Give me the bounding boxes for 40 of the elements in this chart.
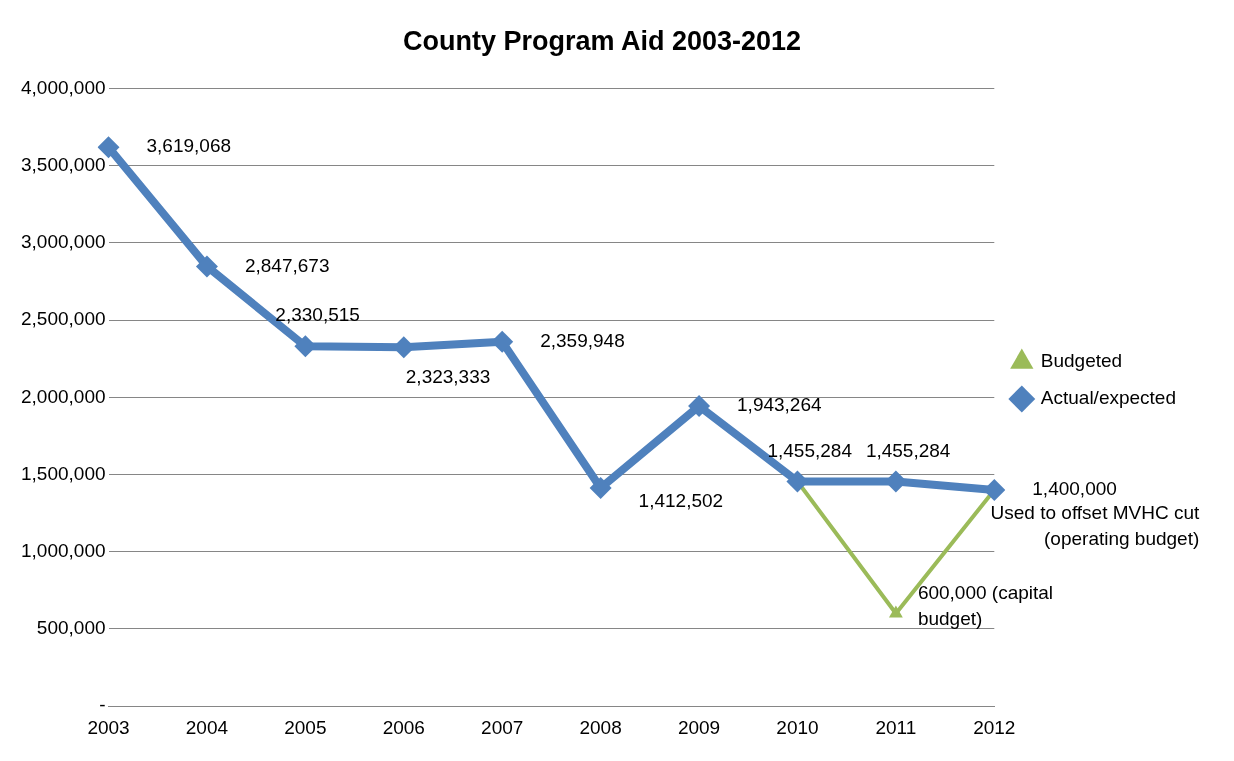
point [491, 330, 514, 353]
x-tick-label: 2004 [185, 716, 229, 738]
point [97, 136, 120, 159]
point [688, 395, 711, 418]
legend-label: Budgeted [1040, 350, 1123, 372]
legend-label: Actual/expected [1040, 387, 1176, 409]
x-tick-label: 2007 [481, 716, 524, 738]
x-tick-label: 2003 [87, 716, 130, 738]
x-tick-label: 2009 [677, 716, 721, 738]
x-tick-label: 2006 [382, 716, 425, 738]
y-tick-label: 2,000,000 [20, 385, 106, 407]
y-tick-label: 1,000,000 [20, 539, 106, 561]
data-label: 2,847,673 [244, 254, 330, 276]
data-label: 2,330,515 [275, 304, 360, 326]
x-tick-label: 2008 [579, 716, 622, 738]
y-tick-label: 3,500,000 [20, 153, 106, 175]
point [589, 477, 612, 500]
data-label: 600,000 (capital budget) [917, 581, 1054, 629]
annotation: Used to offset MVHC cut (operating budget) [990, 502, 1201, 550]
y-tick-label: - [99, 694, 106, 716]
point [195, 255, 218, 278]
data-label: 3,619,068 [146, 135, 232, 157]
x-tick-label: 2005 [284, 716, 327, 738]
chart-title: County Program Aid 2003-2012 [402, 25, 802, 56]
y-tick-label: 500,000 [36, 617, 106, 639]
y-tick-label: 1,500,000 [20, 462, 106, 484]
x-tick-label: 2012 [973, 716, 1016, 738]
data-label: 2,359,948 [540, 329, 625, 351]
point [983, 478, 1006, 501]
x-tick-label: 2011 [875, 716, 917, 738]
data-label: 2,323,333 [405, 365, 491, 387]
y-tick-label: 3,000,000 [20, 231, 106, 253]
y-tick-label: 4,000,000 [20, 76, 106, 98]
data-label: 1,412,502 [638, 490, 724, 512]
y-tick-label: 2,500,000 [20, 308, 106, 330]
data-label: 1,400,000 [1032, 478, 1117, 500]
data-label: 1,455,284 [865, 439, 951, 461]
data-label: 1,455,284 [767, 439, 853, 461]
data-label: 1,943,264 [737, 394, 822, 416]
x-tick-label: 2010 [776, 716, 819, 738]
